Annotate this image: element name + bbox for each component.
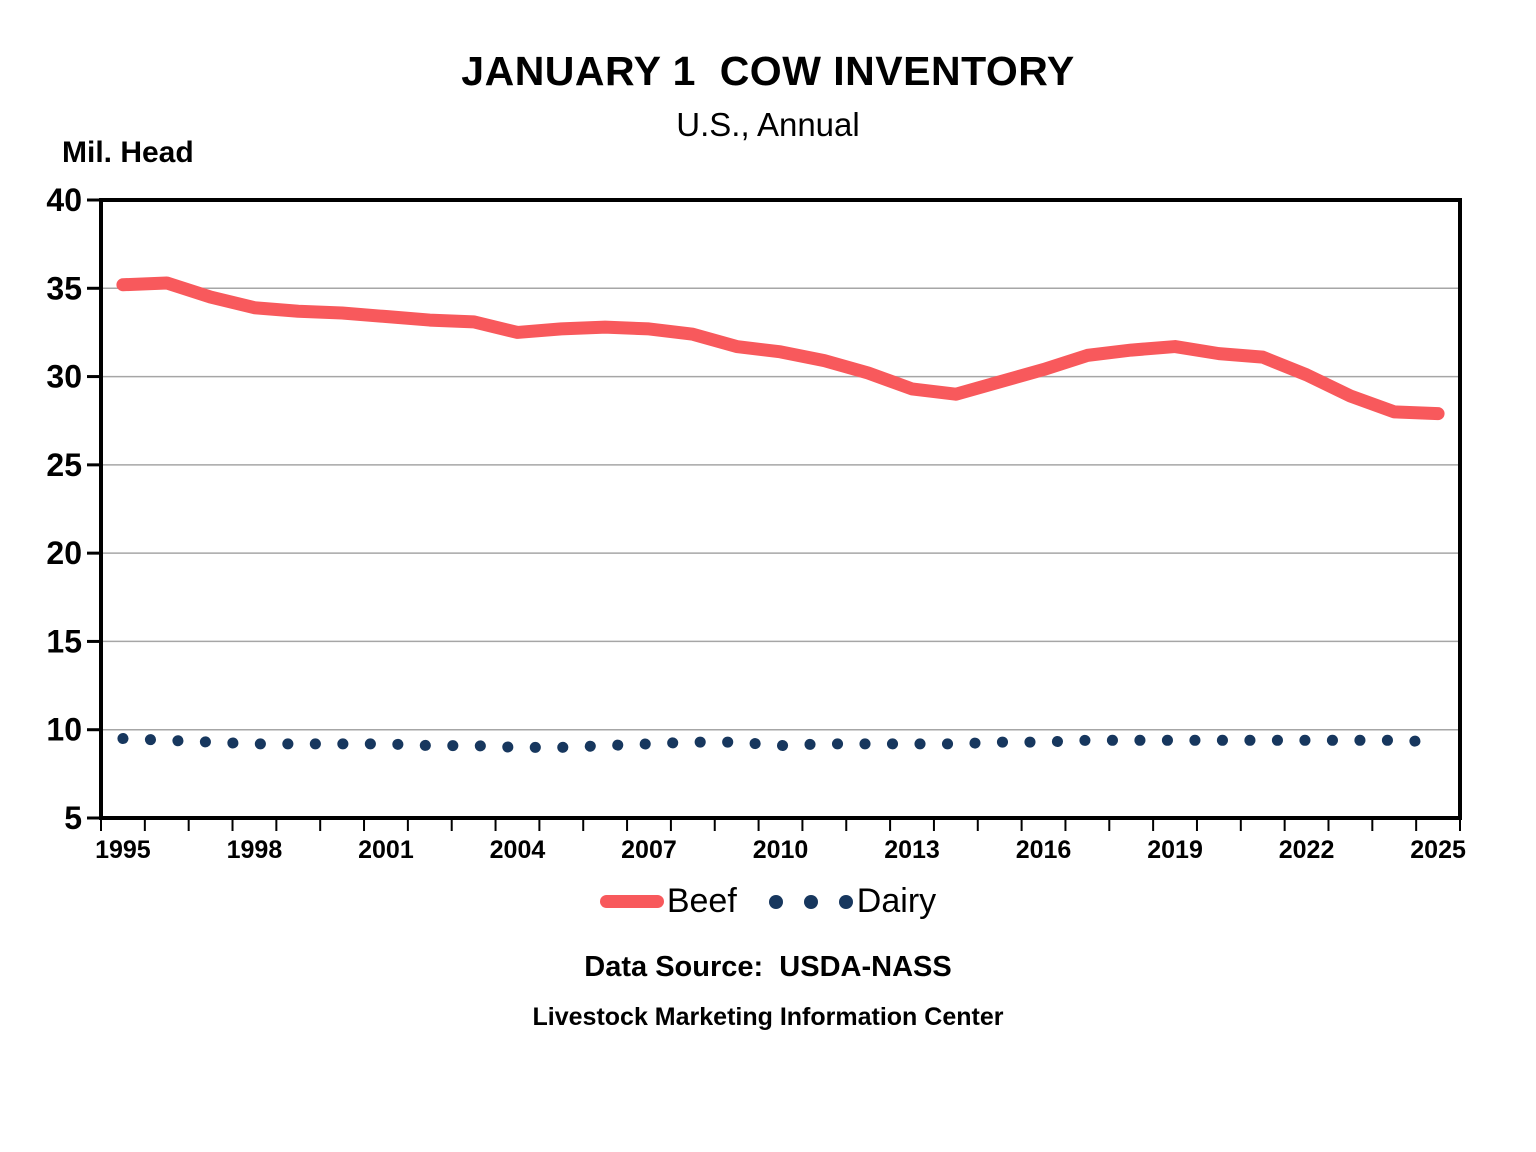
- y-axis-tick-label: 15: [46, 623, 82, 659]
- x-axis-tick-label: 2013: [884, 836, 940, 864]
- x-axis-tick-label: 2022: [1279, 836, 1335, 864]
- organization-text: Livestock Marketing Information Center: [532, 1003, 1004, 1031]
- dairy-dots-swatch-icon: [768, 894, 855, 909]
- beef-line-swatch-icon: [599, 895, 664, 908]
- y-axis-tick-label: 35: [46, 270, 82, 306]
- x-axis-tick-label: 2016: [1016, 836, 1072, 864]
- x-axis-tick-label: 2001: [358, 836, 414, 864]
- y-axis-tick-label: 25: [46, 447, 82, 483]
- dairy-series-line: [117, 733, 1444, 753]
- beef-series-line: [116, 276, 1445, 421]
- dairy-dot-icon: [768, 894, 783, 909]
- chart-title: JANUARY 1 COW INVENTORY: [461, 48, 1075, 94]
- x-axis-tick-label: 2004: [490, 836, 546, 864]
- y-axis-tick-label: 10: [46, 712, 82, 748]
- x-axis-tick-label: 2019: [1147, 836, 1203, 864]
- x-axis-tick-label: 2025: [1410, 836, 1466, 864]
- y-axis-tick-label: 30: [46, 359, 82, 395]
- y-axis-tick-label: 20: [46, 535, 82, 571]
- dairy-dot-icon: [803, 894, 818, 909]
- x-axis-tick-label: 2007: [621, 836, 677, 864]
- chart-legend: Beef Dairy: [0, 882, 1536, 921]
- plot-border: [99, 198, 1462, 820]
- chart-subtitle: U.S., Annual: [676, 106, 860, 143]
- data-source-text: Data Source: USDA-NASS: [584, 951, 952, 983]
- legend-beef-label: Beef: [666, 882, 737, 920]
- legend-dairy-label: Dairy: [856, 882, 937, 920]
- y-axis-tick-label: 40: [46, 182, 82, 218]
- x-axis-tick-label: 1995: [95, 836, 151, 864]
- y-axis-tick-label: 5: [64, 800, 82, 836]
- dairy-dot-icon: [838, 894, 853, 909]
- y-axis-unit-label: Mil. Head: [62, 136, 194, 169]
- x-axis-tick-label: 2010: [753, 836, 809, 864]
- x-axis-tick-label: 1998: [227, 836, 283, 864]
